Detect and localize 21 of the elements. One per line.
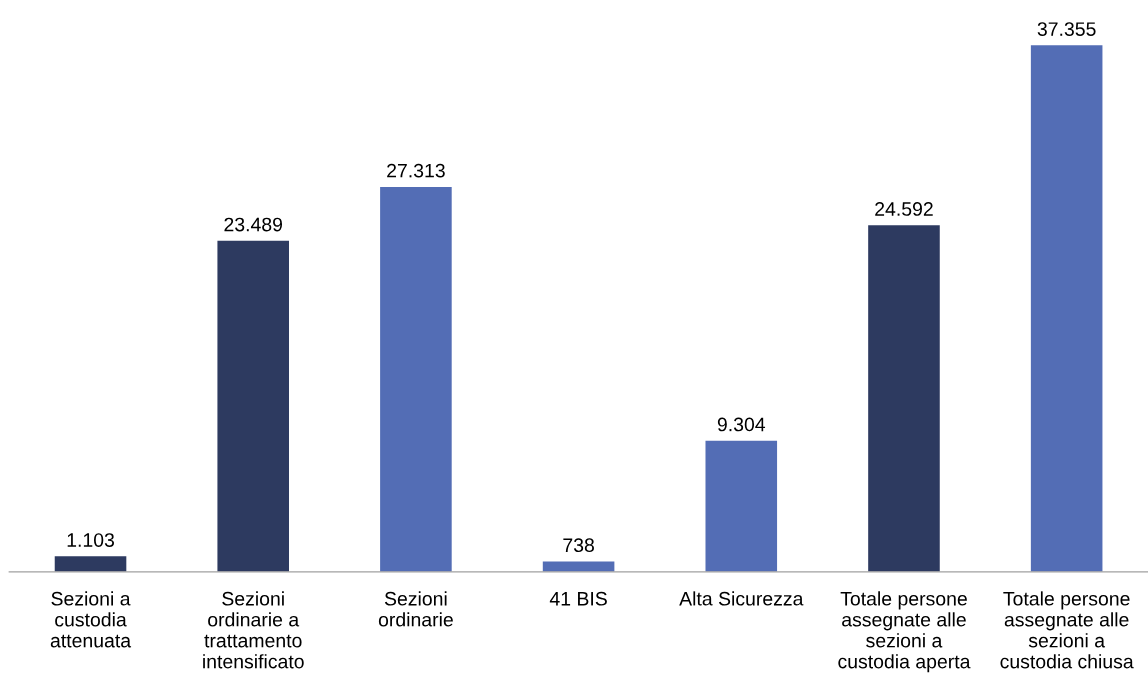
x-tick-label: Sezioni ordinarie a trattamento intensificato [203,591,304,669]
x-tick-label: Alta Sicurezza [679,591,804,606]
bar [54,556,127,572]
bar [542,561,615,572]
bar [380,186,452,572]
data-label: 37.355 [1037,22,1096,36]
data-label: 9.304 [717,417,766,432]
x-tick-label: Totale persone assegnate alle sezioni a custodia aperta [838,591,971,673]
x-tick-label: Sezioni a custodia attenuata [50,591,132,648]
bar [868,225,940,572]
bar [1030,45,1103,572]
bar [705,440,778,572]
x-tick-label: Sezioni ordinarie [378,591,453,627]
data-label: 738 [563,538,594,553]
data-label: 23.489 [224,217,283,232]
bar [217,240,290,572]
data-label: 27.313 [387,163,445,178]
data-label: 24.592 [875,202,933,216]
data-label: 1.103 [67,533,114,547]
x-tick-label: Totale persone assegnate alle sezioni a custodia chiusa [1000,591,1134,669]
x-tick-label: 41 BIS [549,591,607,606]
